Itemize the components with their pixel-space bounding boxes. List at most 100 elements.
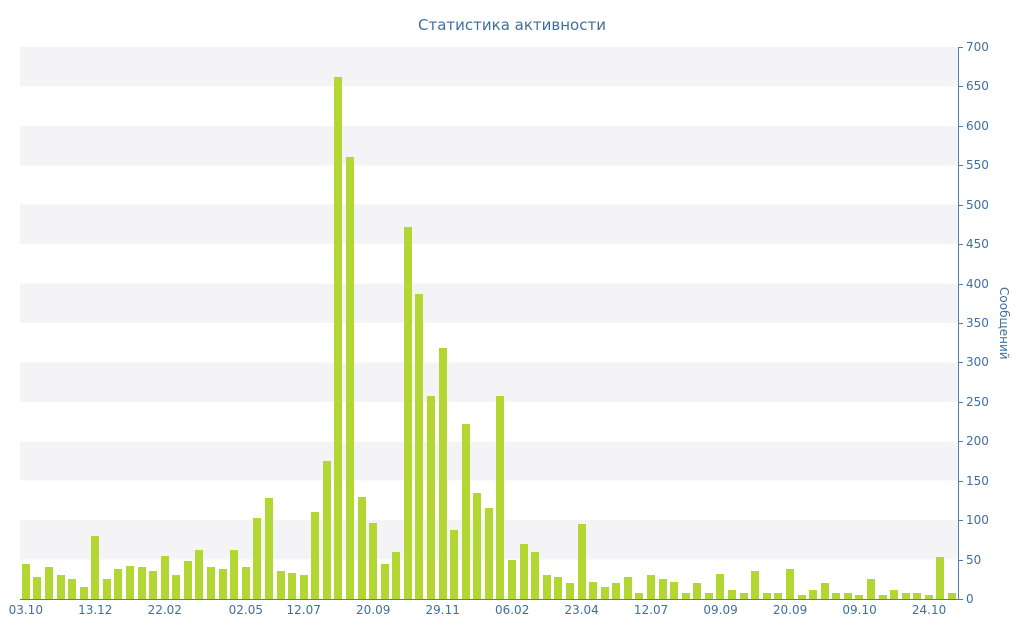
bar — [820, 583, 829, 599]
bar — [183, 561, 192, 599]
bar — [623, 576, 632, 599]
bar — [299, 575, 308, 599]
bar — [403, 226, 412, 599]
bar-slot — [113, 47, 125, 599]
x-tick-label: 24.10 — [911, 603, 947, 617]
bar — [68, 579, 77, 599]
bar-slot — [715, 47, 727, 599]
bar — [415, 293, 424, 599]
bar-slot — [946, 47, 958, 599]
bar-slot — [506, 47, 518, 599]
bar-slot — [32, 47, 44, 599]
bar — [322, 461, 331, 599]
bar — [172, 575, 181, 599]
x-tick-label: 09.10 — [842, 603, 877, 617]
bar — [948, 592, 957, 599]
bar — [519, 543, 528, 599]
bar — [311, 512, 320, 599]
bar — [762, 592, 771, 599]
bar-slot — [66, 47, 78, 599]
bar — [647, 575, 655, 599]
bar — [207, 567, 216, 599]
y-tick-mark — [959, 86, 963, 88]
bar — [913, 592, 922, 599]
bar — [635, 592, 644, 599]
x-tick-label: 22.02 — [147, 603, 182, 617]
y-tick-mark — [959, 401, 963, 403]
bar — [751, 571, 760, 599]
bar-slot — [900, 47, 912, 599]
bar-slot — [448, 47, 460, 599]
bar-slot — [529, 47, 541, 599]
bar — [866, 579, 875, 599]
bar — [334, 76, 343, 599]
x-tick-label: 06.02 — [494, 603, 530, 617]
bar — [542, 575, 551, 599]
bar-slot — [854, 47, 866, 599]
y-tick-label: 350 — [966, 316, 989, 330]
x-tick-label: 20.09 — [356, 603, 391, 617]
bar-slot — [240, 47, 252, 599]
bar — [33, 576, 42, 599]
bar — [612, 583, 621, 599]
bar — [716, 573, 725, 599]
bar-slot — [877, 47, 889, 599]
bar-slot — [20, 47, 32, 599]
y-axis — [958, 47, 959, 600]
bar — [658, 579, 667, 599]
bar — [693, 583, 702, 599]
bar-slot — [275, 47, 287, 599]
bar-slot — [437, 47, 449, 599]
bar — [125, 565, 134, 599]
bar-slot — [541, 47, 553, 599]
bar — [288, 572, 297, 599]
bar — [508, 559, 517, 599]
y-tick-label: 600 — [966, 118, 989, 133]
bar-slot — [796, 47, 808, 599]
bar-slot — [43, 47, 55, 599]
y-tick-label: 550 — [966, 158, 989, 173]
bar-slot — [263, 47, 275, 599]
bar-slot — [622, 47, 634, 599]
bar-slot — [680, 47, 692, 599]
y-tick-mark — [959, 165, 963, 167]
bar-slot — [286, 47, 298, 599]
bar-slot — [726, 47, 738, 599]
y-tick-mark — [959, 244, 963, 246]
x-tick-label: 03.10 — [8, 603, 43, 617]
bar — [855, 595, 864, 599]
bar — [253, 517, 262, 599]
bar-slot — [124, 47, 136, 599]
bar — [785, 569, 794, 599]
bar — [704, 592, 713, 599]
bar-slot — [703, 47, 715, 599]
bar-slot — [842, 47, 854, 599]
bar — [565, 583, 574, 599]
x-tick-label: 12.07 — [286, 603, 321, 617]
bar — [797, 595, 806, 599]
bar-slot — [78, 47, 90, 599]
bar-slot — [425, 47, 437, 599]
y-tick-mark — [959, 441, 963, 443]
bar-slot — [147, 47, 159, 599]
y-tick-label: 300 — [966, 355, 989, 370]
bar-slot — [55, 47, 67, 599]
bar-slot — [553, 47, 565, 599]
bar — [392, 551, 401, 599]
bar-slot — [460, 47, 472, 599]
y-tick-mark — [959, 47, 963, 48]
bar — [924, 595, 933, 599]
y-tick-mark — [959, 323, 963, 324]
bar — [739, 592, 748, 599]
bar-slot — [830, 47, 842, 599]
bar-slot — [923, 47, 935, 599]
bar-slot — [194, 47, 206, 599]
bar — [345, 157, 354, 599]
x-axis — [20, 599, 959, 600]
y-tick-label: 700 — [966, 40, 989, 54]
y-tick-label: 100 — [966, 513, 989, 528]
bar-slot — [101, 47, 113, 599]
y-tick-label: 200 — [966, 434, 989, 449]
bar-slot — [888, 47, 900, 599]
